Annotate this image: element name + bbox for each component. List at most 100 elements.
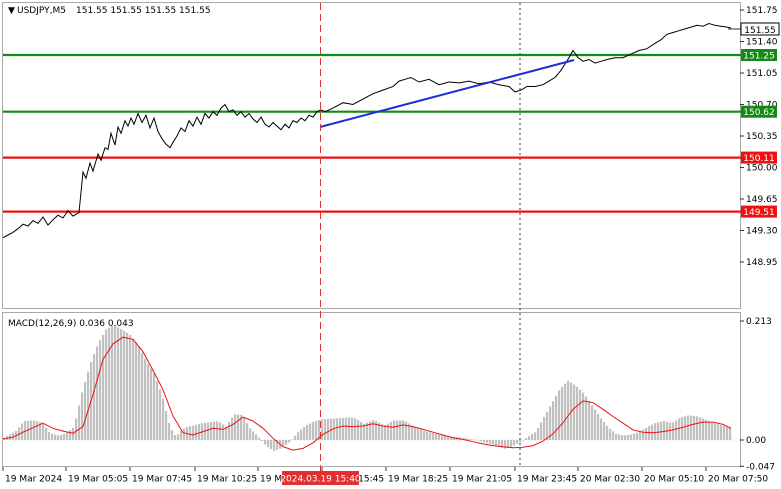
histogram-bar	[132, 338, 135, 440]
histogram-bar	[411, 425, 414, 440]
histogram-bar	[324, 419, 327, 440]
price-tick-label: 151.75	[746, 6, 778, 16]
histogram-bar	[381, 424, 384, 440]
histogram-bar	[189, 426, 192, 440]
histogram-bar	[699, 417, 702, 440]
histogram-bar	[252, 431, 255, 440]
histogram-bar	[366, 422, 369, 440]
histogram-bar	[423, 431, 426, 440]
histogram-bar	[354, 418, 357, 440]
price-tick-label: 148.95	[746, 258, 778, 268]
histogram-bar	[540, 422, 543, 440]
histogram-bar	[603, 422, 606, 440]
histogram-bar	[384, 424, 387, 440]
time-tick-label: 19 Mar 21:05	[452, 475, 512, 485]
time-tick-label: 19 Mar 18:25	[388, 475, 448, 485]
price-line	[2, 22, 732, 239]
histogram-bar	[93, 354, 96, 440]
price-tick-label: 151.05	[746, 69, 778, 79]
histogram-bar	[162, 398, 165, 440]
histogram-bar	[150, 368, 153, 440]
histogram-bar	[339, 418, 342, 440]
histogram-bar	[591, 405, 594, 440]
histogram-bar	[711, 422, 714, 440]
histogram-bar	[576, 386, 579, 440]
price-tick-label: 150.00	[746, 164, 778, 174]
histogram-bar	[426, 431, 429, 440]
histogram-bar	[66, 432, 69, 440]
time-tick-label: 20 Mar 07:50	[708, 475, 768, 485]
histogram-bar	[297, 432, 300, 440]
histogram-bar	[681, 417, 684, 440]
histogram-bar	[600, 418, 603, 440]
histogram-bar	[642, 429, 645, 440]
histogram-bar	[51, 433, 54, 440]
histogram-bar	[123, 330, 126, 440]
histogram-bar	[375, 421, 378, 440]
histogram-bar	[57, 435, 60, 440]
histogram-bar	[510, 440, 513, 447]
current-price-box	[740, 22, 780, 36]
histogram-bar	[72, 427, 75, 440]
price-tick-label: 149.65	[746, 195, 778, 205]
histogram-bar	[270, 440, 273, 450]
histogram-bar	[36, 421, 39, 440]
histogram-bar	[648, 426, 651, 440]
histogram-bar	[525, 438, 528, 440]
levels[interactable]: 151.25 150.62 150.11 149.51	[3, 49, 777, 218]
histogram-bar	[345, 417, 348, 440]
macd-pane[interactable]	[2, 312, 741, 467]
histogram-bar	[237, 414, 240, 440]
histogram-bar	[504, 440, 507, 449]
time-tick-label: 19 Mar 07:45	[132, 475, 192, 485]
histogram-bar	[33, 420, 36, 440]
histogram-bar	[402, 420, 405, 440]
histogram-bar	[282, 440, 285, 448]
histogram-bar	[39, 422, 42, 440]
menu-arrow-icon[interactable]: ▼	[8, 6, 15, 16]
trend-line[interactable]	[319, 59, 575, 128]
histogram-bar	[657, 422, 660, 440]
price-pane[interactable]	[2, 2, 741, 309]
histogram-bar	[276, 440, 279, 450]
histogram-bar	[636, 432, 639, 440]
histogram-bar	[435, 433, 438, 440]
histogram-bar	[45, 427, 48, 440]
histogram-bar	[180, 430, 183, 440]
histogram-bar	[147, 363, 150, 440]
histogram-bar	[702, 418, 705, 440]
histogram-bar	[720, 425, 723, 440]
histogram-bar	[444, 435, 447, 440]
histogram-bar	[726, 426, 729, 440]
histogram-bar	[582, 392, 585, 440]
histogram-bar	[249, 428, 252, 440]
histogram-bar	[717, 424, 720, 440]
level-label-box	[741, 105, 777, 118]
level-label-box	[741, 151, 777, 164]
histogram-bar	[54, 434, 57, 440]
histogram-bar	[672, 422, 675, 440]
price-tick-label: 150.70	[746, 101, 778, 111]
histogram-bar	[492, 440, 495, 445]
histogram-bar	[615, 433, 618, 440]
time-tick-label: 19 Mar 23:45	[517, 475, 577, 485]
histogram-bar	[597, 414, 600, 440]
histogram-bar	[708, 421, 711, 440]
histogram-bar	[420, 429, 423, 440]
histogram-bar	[126, 332, 129, 440]
histogram-bar	[687, 415, 690, 440]
histogram-bar	[516, 440, 519, 444]
histogram-bar	[12, 432, 15, 440]
histogram-bar	[684, 416, 687, 440]
histogram-bar	[621, 435, 624, 440]
histogram-bar	[630, 434, 633, 440]
histogram-bar	[483, 440, 486, 443]
histogram-bar	[183, 428, 186, 440]
histogram-bar	[105, 329, 108, 440]
histogram-bar	[414, 427, 417, 440]
histogram-bar	[342, 417, 345, 440]
histogram-bar	[465, 438, 468, 440]
time-tick-label: 20 Mar 02:30	[580, 475, 640, 485]
histogram-bar	[696, 416, 699, 440]
